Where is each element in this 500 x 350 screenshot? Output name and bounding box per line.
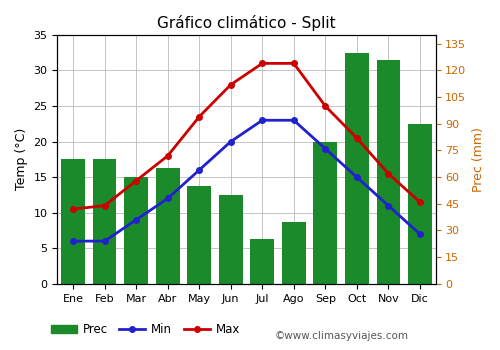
Bar: [93, 159, 116, 284]
Bar: [408, 124, 432, 284]
Legend: Prec, Min, Max: Prec, Min, Max: [46, 318, 245, 341]
Y-axis label: Prec (mm): Prec (mm): [472, 127, 485, 192]
Bar: [345, 53, 368, 284]
Bar: [314, 142, 337, 284]
Text: ©www.climasyviajes.com: ©www.climasyviajes.com: [275, 331, 409, 341]
Bar: [188, 186, 211, 284]
Bar: [250, 239, 274, 284]
Y-axis label: Temp (°C): Temp (°C): [15, 128, 28, 190]
Bar: [282, 222, 306, 284]
Bar: [124, 177, 148, 284]
Bar: [62, 159, 85, 284]
Bar: [219, 195, 242, 284]
Bar: [376, 60, 400, 284]
Bar: [156, 168, 180, 284]
Title: Gráfico climático - Split: Gráfico climático - Split: [157, 15, 336, 31]
